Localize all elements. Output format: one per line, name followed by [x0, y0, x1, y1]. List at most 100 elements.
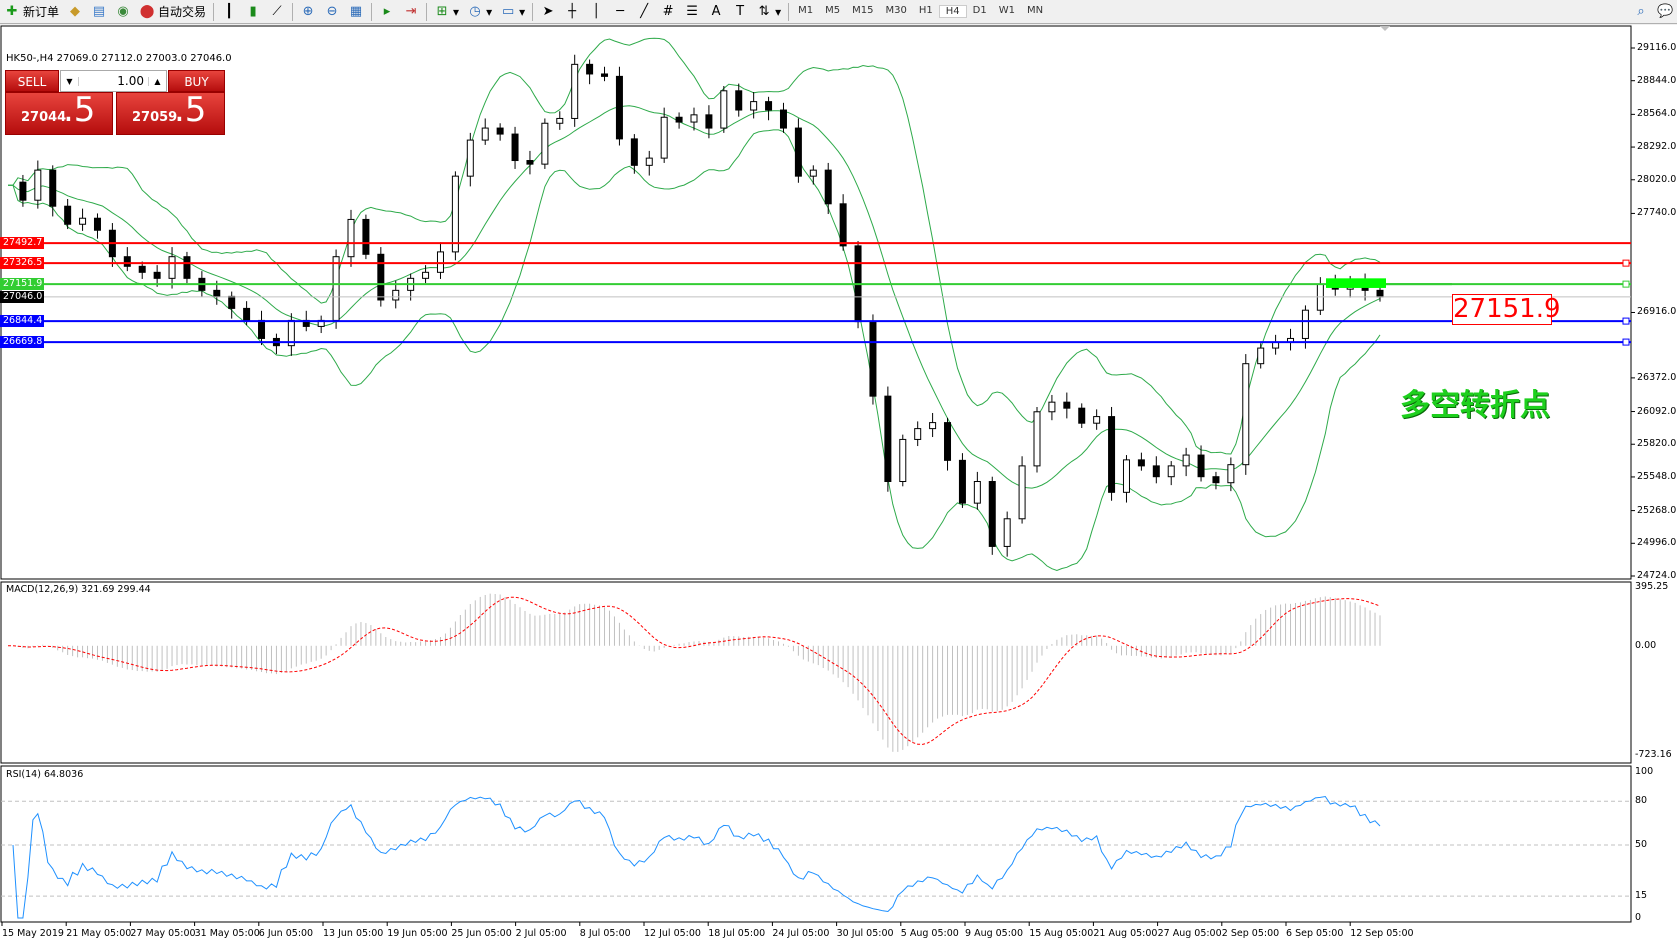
text-label-button[interactable]: T: [728, 1, 752, 23]
templates-icon: ▭: [501, 3, 515, 19]
candle-bear: [839, 203, 847, 247]
fibonacci-button[interactable]: ☰: [680, 1, 704, 23]
timeframe-mn[interactable]: MN: [1026, 5, 1044, 16]
indicators-icon: ⊞: [436, 3, 448, 19]
candle-bull: [690, 114, 698, 123]
cursor-button[interactable]: ➤: [536, 1, 560, 23]
lot-increase-icon[interactable]: ▲: [148, 76, 166, 86]
time-axis-label: 25 Jun 05:00: [451, 928, 512, 939]
zoom-out-button[interactable]: ⊖: [320, 1, 344, 23]
chart-window[interactable]: HK50-,H4 27069.0 27112.0 27003.0 27046.0…: [0, 25, 1677, 948]
candle-bull: [466, 139, 474, 177]
tile-icon: ▦: [349, 3, 363, 19]
candle-bull: [1122, 459, 1130, 493]
time-axis-label: 27 Aug 05:00: [1157, 928, 1222, 939]
candle-bear: [705, 114, 713, 129]
zoom-in-button[interactable]: ⊕: [296, 1, 320, 23]
rsi-axis-label: 80: [1635, 795, 1648, 807]
line-chart-button[interactable]: ⟋: [265, 1, 289, 23]
timeframe-h4[interactable]: H4: [938, 5, 967, 18]
time-axis-label: 2 Jul 05:00: [515, 928, 567, 939]
indicators-button[interactable]: ⊞ ▾: [430, 1, 463, 23]
signals-icon: ◉: [117, 3, 129, 19]
candle-bear: [1137, 459, 1145, 467]
candle-bear: [735, 90, 743, 111]
periods-button[interactable]: ◷ ▾: [463, 1, 496, 23]
vertical-line-button[interactable]: │: [584, 1, 608, 23]
time-axis-label: 31 May 05:00: [194, 928, 260, 939]
equidistant-channel-button[interactable]: #: [656, 1, 680, 23]
timeframe-m1[interactable]: M1: [798, 5, 814, 16]
candle-bull: [451, 175, 459, 253]
candle-bull: [973, 481, 981, 504]
price-axis-label: 28564.0: [1637, 108, 1677, 120]
timeframe-m5[interactable]: M5: [825, 5, 841, 16]
terminal-button[interactable]: ▤: [87, 1, 111, 23]
new-order-button[interactable]: ✚ 新订单: [0, 1, 63, 23]
text-icon: A: [711, 3, 721, 19]
tile-windows-button[interactable]: ▦: [344, 1, 368, 23]
text-button[interactable]: A: [704, 1, 728, 23]
timeframe-d1[interactable]: D1: [972, 5, 987, 16]
divider: [371, 2, 373, 21]
timeframe-m15[interactable]: M15: [852, 5, 874, 16]
divider: [788, 2, 790, 21]
candle-bear: [615, 75, 623, 140]
candlestick-button[interactable]: ▮: [241, 1, 265, 23]
rsi-axis-label: 100: [1635, 766, 1654, 777]
timeframe-w1[interactable]: W1: [998, 5, 1015, 16]
candle-bear: [765, 101, 773, 111]
chart-shift-icon: ⇥: [405, 3, 417, 19]
time-axis-label: 19 Jun 05:00: [387, 928, 448, 939]
bar-chart-button[interactable]: ┃: [217, 1, 241, 23]
arrows-button[interactable]: ⇅ ▾: [752, 1, 785, 23]
autoscroll-button[interactable]: ▸: [375, 1, 399, 23]
horizontal-line-button[interactable]: ─: [608, 1, 632, 23]
channel-icon: #: [662, 3, 674, 19]
chart-header: HK50-,H4 27069.0 27112.0 27003.0 27046.0: [6, 53, 232, 64]
candle-bull: [556, 117, 564, 124]
candle-bull: [1227, 464, 1235, 484]
candle-bull: [899, 438, 907, 483]
time-axis-label: 2 Sep 05:00: [1221, 928, 1280, 939]
timeframe-m30[interactable]: M30: [885, 5, 907, 16]
level-price-tag: 26844.4: [0, 315, 44, 328]
buy-button[interactable]: BUY: [168, 70, 225, 92]
macd-signal-line: [8, 596, 1381, 745]
candle-bear: [123, 256, 131, 267]
candle-bull: [168, 256, 176, 279]
chart-shift-button[interactable]: ⇥: [399, 1, 423, 23]
candle-bull: [1301, 309, 1309, 339]
macd-axis-label: 0.00: [1635, 639, 1657, 651]
candle-bull: [392, 289, 400, 301]
navigator-button[interactable]: ◆: [63, 1, 87, 23]
rsi-axis-label: 15: [1635, 890, 1648, 902]
lot-decrease-icon[interactable]: ▼: [61, 76, 79, 86]
toolbar: ✚ 新订单 ◆ ▤ ◉ ⬤ 自动交易 ┃ ▮ ⟋ ⊕ ⊖ ▦ ▸ ⇥ ⊞ ▾ ◷ ▾ ▭…: [0, 0, 1677, 24]
sell-button[interactable]: SELL: [5, 70, 59, 92]
signals-button[interactable]: ◉: [111, 1, 135, 23]
lot-size-input[interactable]: 1.00: [117, 74, 144, 88]
trendline-button[interactable]: ╱: [632, 1, 656, 23]
level-handle: [1622, 317, 1630, 325]
candle-bull: [422, 271, 430, 279]
time-axis-label: 9 Aug 05:00: [965, 928, 1024, 939]
search-button[interactable]: ⌕: [1629, 1, 1653, 23]
bollinger-lower-line: [8, 129, 1381, 572]
divider: [213, 2, 215, 21]
crosshair-button[interactable]: ┼: [560, 1, 584, 23]
main-pane-frame: [0, 25, 1632, 580]
timeframe-h1[interactable]: H1: [918, 5, 933, 16]
sell-price-button[interactable]: 27044 .5: [5, 90, 113, 135]
chat-button[interactable]: 💬: [1653, 1, 1677, 23]
templates-button[interactable]: ▭ ▾: [501, 3, 526, 19]
auto-trading-button[interactable]: ⬤ 自动交易: [135, 1, 210, 23]
buy-price-main: 27059: [132, 110, 178, 125]
rsi-axis-label: 0: [1635, 912, 1642, 923]
line-chart-icon: ⟋: [272, 3, 282, 19]
lot-size-stepper[interactable]: ▼ 1.00 ▲: [60, 70, 167, 92]
candle-bear: [183, 256, 191, 279]
candle-bull: [436, 251, 444, 273]
buy-price-button[interactable]: 27059 .5: [116, 90, 225, 135]
chart-canvas[interactable]: [0, 25, 1677, 948]
